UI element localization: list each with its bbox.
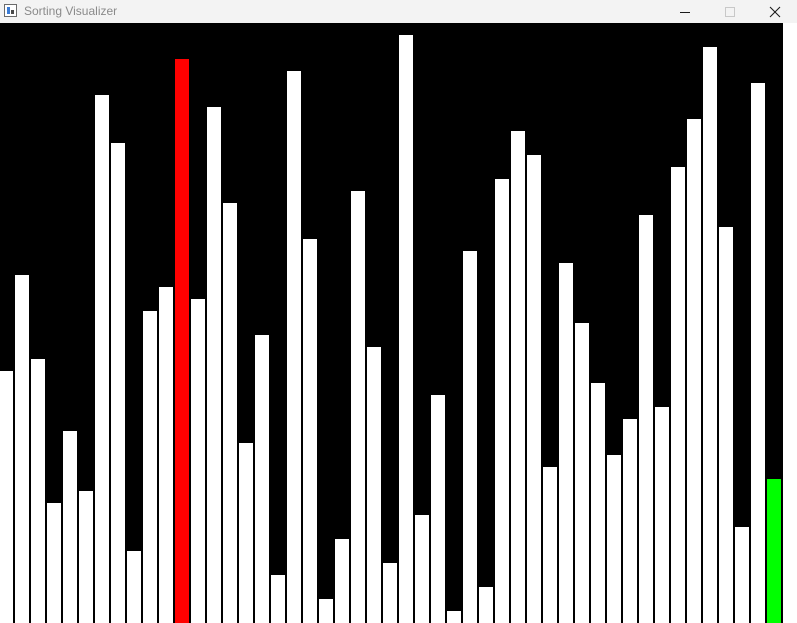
bar — [271, 575, 285, 623]
app-icon — [4, 4, 17, 17]
bar — [335, 539, 349, 623]
bar — [639, 215, 653, 623]
bar — [191, 299, 205, 623]
bar-sorted — [767, 479, 781, 623]
bar — [415, 515, 429, 623]
bar — [575, 323, 589, 623]
bar — [319, 599, 333, 623]
bar — [527, 155, 541, 623]
close-icon — [769, 6, 781, 17]
sorting-canvas — [0, 23, 783, 623]
bar-active — [175, 59, 189, 623]
bar — [559, 263, 573, 623]
bar — [431, 395, 445, 623]
bar — [623, 419, 637, 623]
bar — [479, 587, 493, 623]
bar — [719, 227, 733, 623]
minimize-button[interactable] — [662, 0, 708, 23]
bar — [127, 551, 141, 623]
maximize-icon — [725, 6, 735, 17]
bar — [463, 251, 477, 623]
bar — [687, 119, 701, 623]
bar — [0, 371, 13, 623]
bar — [79, 491, 93, 623]
bar — [399, 35, 413, 623]
bar — [367, 347, 381, 623]
bar — [303, 239, 317, 623]
maximize-button[interactable] — [707, 0, 753, 23]
title-bar[interactable]: Sorting Visualizer — [0, 0, 797, 23]
window-title: Sorting Visualizer — [24, 4, 118, 18]
bar — [671, 167, 685, 623]
bar — [655, 407, 669, 623]
bar — [111, 143, 125, 623]
bar — [239, 443, 253, 623]
bar — [383, 563, 397, 623]
bar — [751, 83, 765, 623]
bar — [63, 431, 77, 623]
bar — [287, 71, 301, 623]
bar — [543, 467, 557, 623]
bar — [159, 287, 173, 623]
bar — [255, 335, 269, 623]
bar — [607, 455, 621, 623]
bar — [495, 179, 509, 623]
bar — [31, 359, 45, 623]
bar — [447, 611, 461, 623]
bar — [15, 275, 29, 623]
window-edge-strip — [783, 23, 797, 623]
bar — [223, 203, 237, 623]
bar — [511, 131, 525, 623]
close-button[interactable] — [752, 0, 797, 23]
bar — [735, 527, 749, 623]
bar — [591, 383, 605, 623]
bar — [351, 191, 365, 623]
minimize-icon — [680, 11, 690, 13]
bar — [143, 311, 157, 623]
bar — [207, 107, 221, 623]
bar — [95, 95, 109, 623]
bar — [703, 47, 717, 623]
bar — [47, 503, 61, 623]
